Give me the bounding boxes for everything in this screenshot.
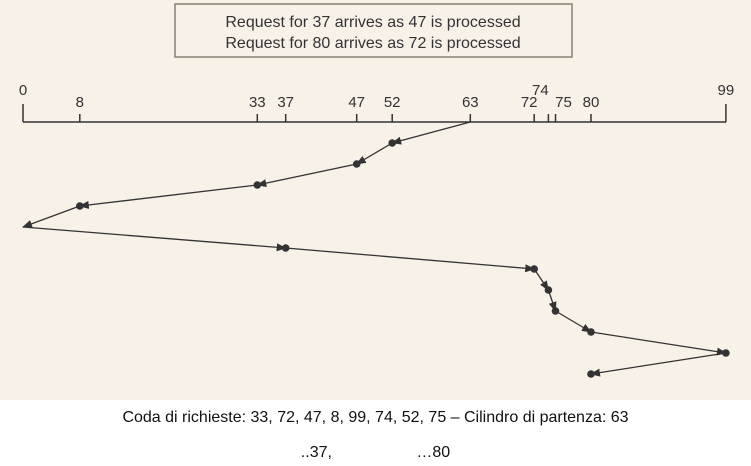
service-point: [722, 349, 730, 357]
axis-tick-label: 47: [348, 94, 365, 111]
service-point: [253, 181, 262, 189]
legend-frame: [174, 3, 573, 58]
legend-line-2: Request for 80 arrives as 72 is processe…: [225, 35, 520, 52]
service-point: [544, 286, 553, 294]
axis-tick-label: 37: [277, 94, 294, 111]
axis-tick-label: 33: [249, 94, 266, 111]
axis-tick-label: 52: [384, 94, 401, 111]
path-segment: [22, 226, 287, 252]
path-segment: [533, 268, 549, 291]
request-queue-caption: Coda di richieste: 33, 72, 47, 8, 99, 74…: [122, 409, 629, 426]
axis-tick-label: 99: [718, 82, 735, 99]
axis-tick-label: 74: [532, 82, 549, 99]
service-point: [281, 244, 290, 252]
axis-tick-label: 8: [76, 94, 84, 111]
service-point: [587, 370, 595, 378]
path-segment: [256, 163, 357, 188]
path-segment: [22, 205, 81, 228]
axis-tick-label: 72: [521, 94, 538, 111]
service-point: [388, 139, 397, 147]
service-point: [352, 160, 361, 168]
path-segment: [590, 352, 727, 377]
axis-tick-label: 0: [19, 82, 27, 99]
path-segment: [78, 184, 258, 209]
service-point: [530, 265, 538, 273]
head-movement-path: [22, 121, 730, 378]
late-requests-caption: ..37, …80: [300, 444, 451, 461]
service-point: [551, 307, 560, 315]
service-point: [76, 202, 84, 210]
axis-tick-label: 75: [555, 94, 572, 111]
path-segment: [391, 121, 471, 145]
path-segment: [590, 331, 727, 356]
disk-scheduling-diagram: Request for 37 arrives as 47 is processe…: [19, 3, 735, 378]
diagram-panel: Request for 37 arrives as 47 is processe…: [0, 0, 751, 400]
path-segment: [555, 310, 592, 333]
path-segment: [285, 247, 536, 273]
path-segment: [355, 142, 393, 165]
axis-tick-label: 63: [462, 94, 479, 111]
legend-box: Request for 37 arrives as 47 is processe…: [174, 3, 573, 58]
axis-tick-label: 80: [583, 94, 600, 111]
legend-line-1: Request for 37 arrives as 47 is processe…: [225, 14, 520, 31]
service-point: [587, 328, 595, 336]
